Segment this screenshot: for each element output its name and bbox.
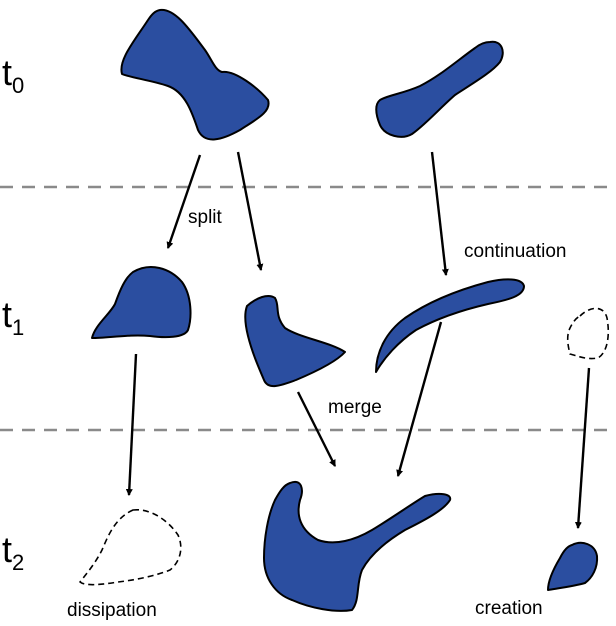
- cloud-t1-continued: [375, 278, 525, 373]
- cloud-t2-merged: [263, 480, 452, 612]
- time-label-t2: t2: [2, 529, 24, 575]
- cloud-t1-split-right: [244, 295, 346, 387]
- event-label-split: split: [188, 207, 223, 228]
- arrow-merge-right: [396, 321, 443, 478]
- event-label-continuation: continuation: [464, 241, 566, 262]
- cloud-t1-before-creation: [566, 307, 610, 360]
- arrow-split-left: [166, 154, 202, 249]
- time-label-t0: t0: [2, 52, 24, 98]
- cloud-t2-dissipated: [79, 509, 182, 586]
- event-label-dissipation: dissipation: [67, 600, 157, 621]
- arrow-continuation: [430, 151, 449, 277]
- arrow-split-right: [236, 151, 264, 272]
- event-label-merge: merge: [328, 397, 382, 418]
- cloud-t2-created: [547, 541, 599, 591]
- cloud-t0-splitting: [120, 8, 270, 141]
- event-label-creation: creation: [475, 598, 543, 619]
- arrow-creation: [574, 367, 591, 530]
- arrow-merge-left: [296, 391, 337, 467]
- arrow-dissipation: [125, 353, 138, 497]
- cloud-t1-split-left: [91, 266, 192, 339]
- cloud-t0-continuing: [375, 40, 504, 138]
- time-label-t1: t1: [2, 294, 24, 340]
